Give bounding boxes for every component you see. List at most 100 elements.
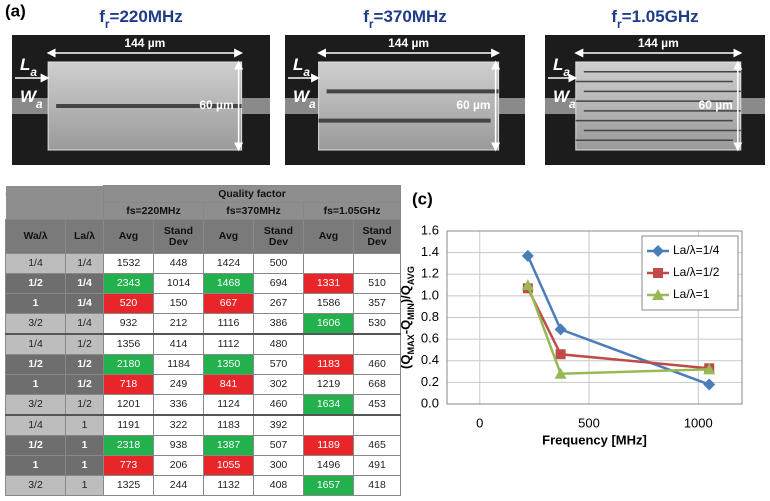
marker	[555, 349, 566, 360]
table-cell: 718	[103, 374, 154, 395]
table-cell: 1191	[103, 414, 154, 436]
table-cell: 465	[352, 435, 402, 456]
y-tick-label: 1.0	[421, 287, 439, 302]
row-header: 1/4	[65, 253, 104, 274]
table-cell: 1183	[303, 354, 354, 375]
row-header: 1	[65, 455, 104, 476]
y-tick-label: 0.6	[421, 331, 439, 346]
table-cell: 460	[253, 394, 304, 416]
blank	[5, 185, 104, 203]
row-header: 1/2	[5, 435, 66, 456]
table-cell: 668	[352, 374, 402, 395]
micrograph-title-part: f	[611, 7, 617, 26]
table-cell: 1014	[153, 273, 204, 294]
marker	[554, 367, 567, 379]
width-label: 60 µm	[199, 98, 233, 112]
table-cell	[352, 333, 402, 355]
panel-label: (c)	[412, 189, 433, 208]
row-header: 3/2	[5, 313, 66, 335]
table-cell: 1184	[153, 354, 204, 375]
table-cell: 336	[153, 394, 204, 416]
column-header: Avg	[303, 219, 354, 254]
table-cell: 1219	[303, 374, 354, 395]
row-header: 1/2	[65, 374, 104, 395]
row-header: 1/4	[65, 313, 104, 335]
table-cell: 1496	[303, 455, 354, 476]
table-cell: 1189	[303, 435, 354, 456]
table-cell: 2318	[103, 435, 154, 456]
la-label-part: L	[553, 55, 563, 74]
table-cell: 1350	[203, 354, 254, 375]
x-tick-label: 0	[476, 415, 483, 430]
row-header: 1	[5, 293, 66, 314]
table-cell: 1424	[203, 253, 254, 274]
table-cell: 520	[103, 293, 154, 314]
wa-label-part: W	[293, 87, 311, 106]
table-cell: 1124	[203, 394, 254, 416]
micrograph-title-part: f	[99, 7, 105, 26]
table-cell: 1586	[303, 293, 354, 314]
wa-label-part: a	[569, 97, 576, 111]
row-header: 3/2	[5, 475, 66, 496]
table-cell: 249	[153, 374, 204, 395]
table-row: 1/4 1/4 1532 448 1424 500	[5, 253, 402, 274]
header-row: Quality factor	[5, 185, 402, 203]
table-cell: 357	[352, 293, 402, 314]
group-header: fs=1.05GHz	[302, 202, 402, 220]
table-cell: 1356	[103, 333, 154, 355]
table-cell: 414	[153, 333, 204, 355]
legend-marker	[652, 289, 664, 300]
table-cell: 267	[253, 293, 304, 314]
y-tick-label: 1.2	[421, 266, 439, 281]
micrograph-title-part: r	[369, 17, 374, 31]
row-header: 3/2	[5, 394, 66, 416]
row-header: 1/4	[5, 253, 66, 274]
y-axis-title-part: )/Q	[398, 285, 413, 303]
panel-label: (a)	[5, 1, 26, 20]
table-cell: 1387	[203, 435, 254, 456]
row-header: 1/4	[65, 273, 104, 294]
y-tick-label: 0.2	[421, 374, 439, 389]
table-cell: 938	[153, 435, 204, 456]
la-label: La	[20, 55, 37, 79]
micrograph-title-part: r	[105, 17, 110, 31]
wa-label-part: a	[36, 97, 43, 111]
column-header: Avg	[103, 219, 154, 254]
width-label: 60 µm	[456, 98, 490, 112]
row-header: 1/4	[65, 293, 104, 314]
table-cell: 322	[153, 414, 204, 436]
length-label: 144 µm	[388, 36, 429, 50]
legend-label: La/λ=1/2	[673, 265, 720, 279]
row-header: 1/2	[5, 354, 66, 375]
table-row: 1 1/4 520 150 667 267 1586 357	[5, 293, 402, 314]
length-label: 144 µm	[124, 36, 165, 50]
wa-label: Wa	[553, 87, 576, 111]
table-cell: 1532	[103, 253, 154, 274]
table-cell: 570	[253, 354, 304, 375]
table-cell: 1055	[203, 455, 254, 476]
wa-label: Wa	[20, 87, 43, 111]
table-cell: 530	[352, 313, 402, 335]
micrograph-title: fr=1.05GHz	[611, 7, 698, 31]
table-cell: 212	[153, 313, 204, 335]
la-label-part: L	[20, 55, 30, 74]
y-axis-title-part: AVG	[406, 266, 416, 285]
row-header: 1/4	[5, 333, 66, 355]
table-cell: 1657	[303, 475, 354, 496]
row-header: 1/2	[65, 394, 104, 416]
table-cell: 1468	[203, 273, 254, 294]
y-tick-label: 1.4	[421, 244, 439, 259]
table-cell: 408	[253, 475, 304, 496]
table-cell: 386	[253, 313, 304, 335]
micrograph-title-part: f	[363, 7, 369, 26]
table-cell: 491	[352, 455, 402, 476]
table-cell: 448	[153, 253, 204, 274]
table-cell	[352, 253, 402, 274]
table-cell: 1325	[103, 475, 154, 496]
y-axis-title-part: MIN	[406, 303, 416, 320]
row-header: 1/2	[65, 333, 104, 355]
marker	[703, 363, 716, 375]
marker	[703, 378, 716, 391]
blank	[5, 202, 104, 220]
table-cell: 773	[103, 455, 154, 476]
